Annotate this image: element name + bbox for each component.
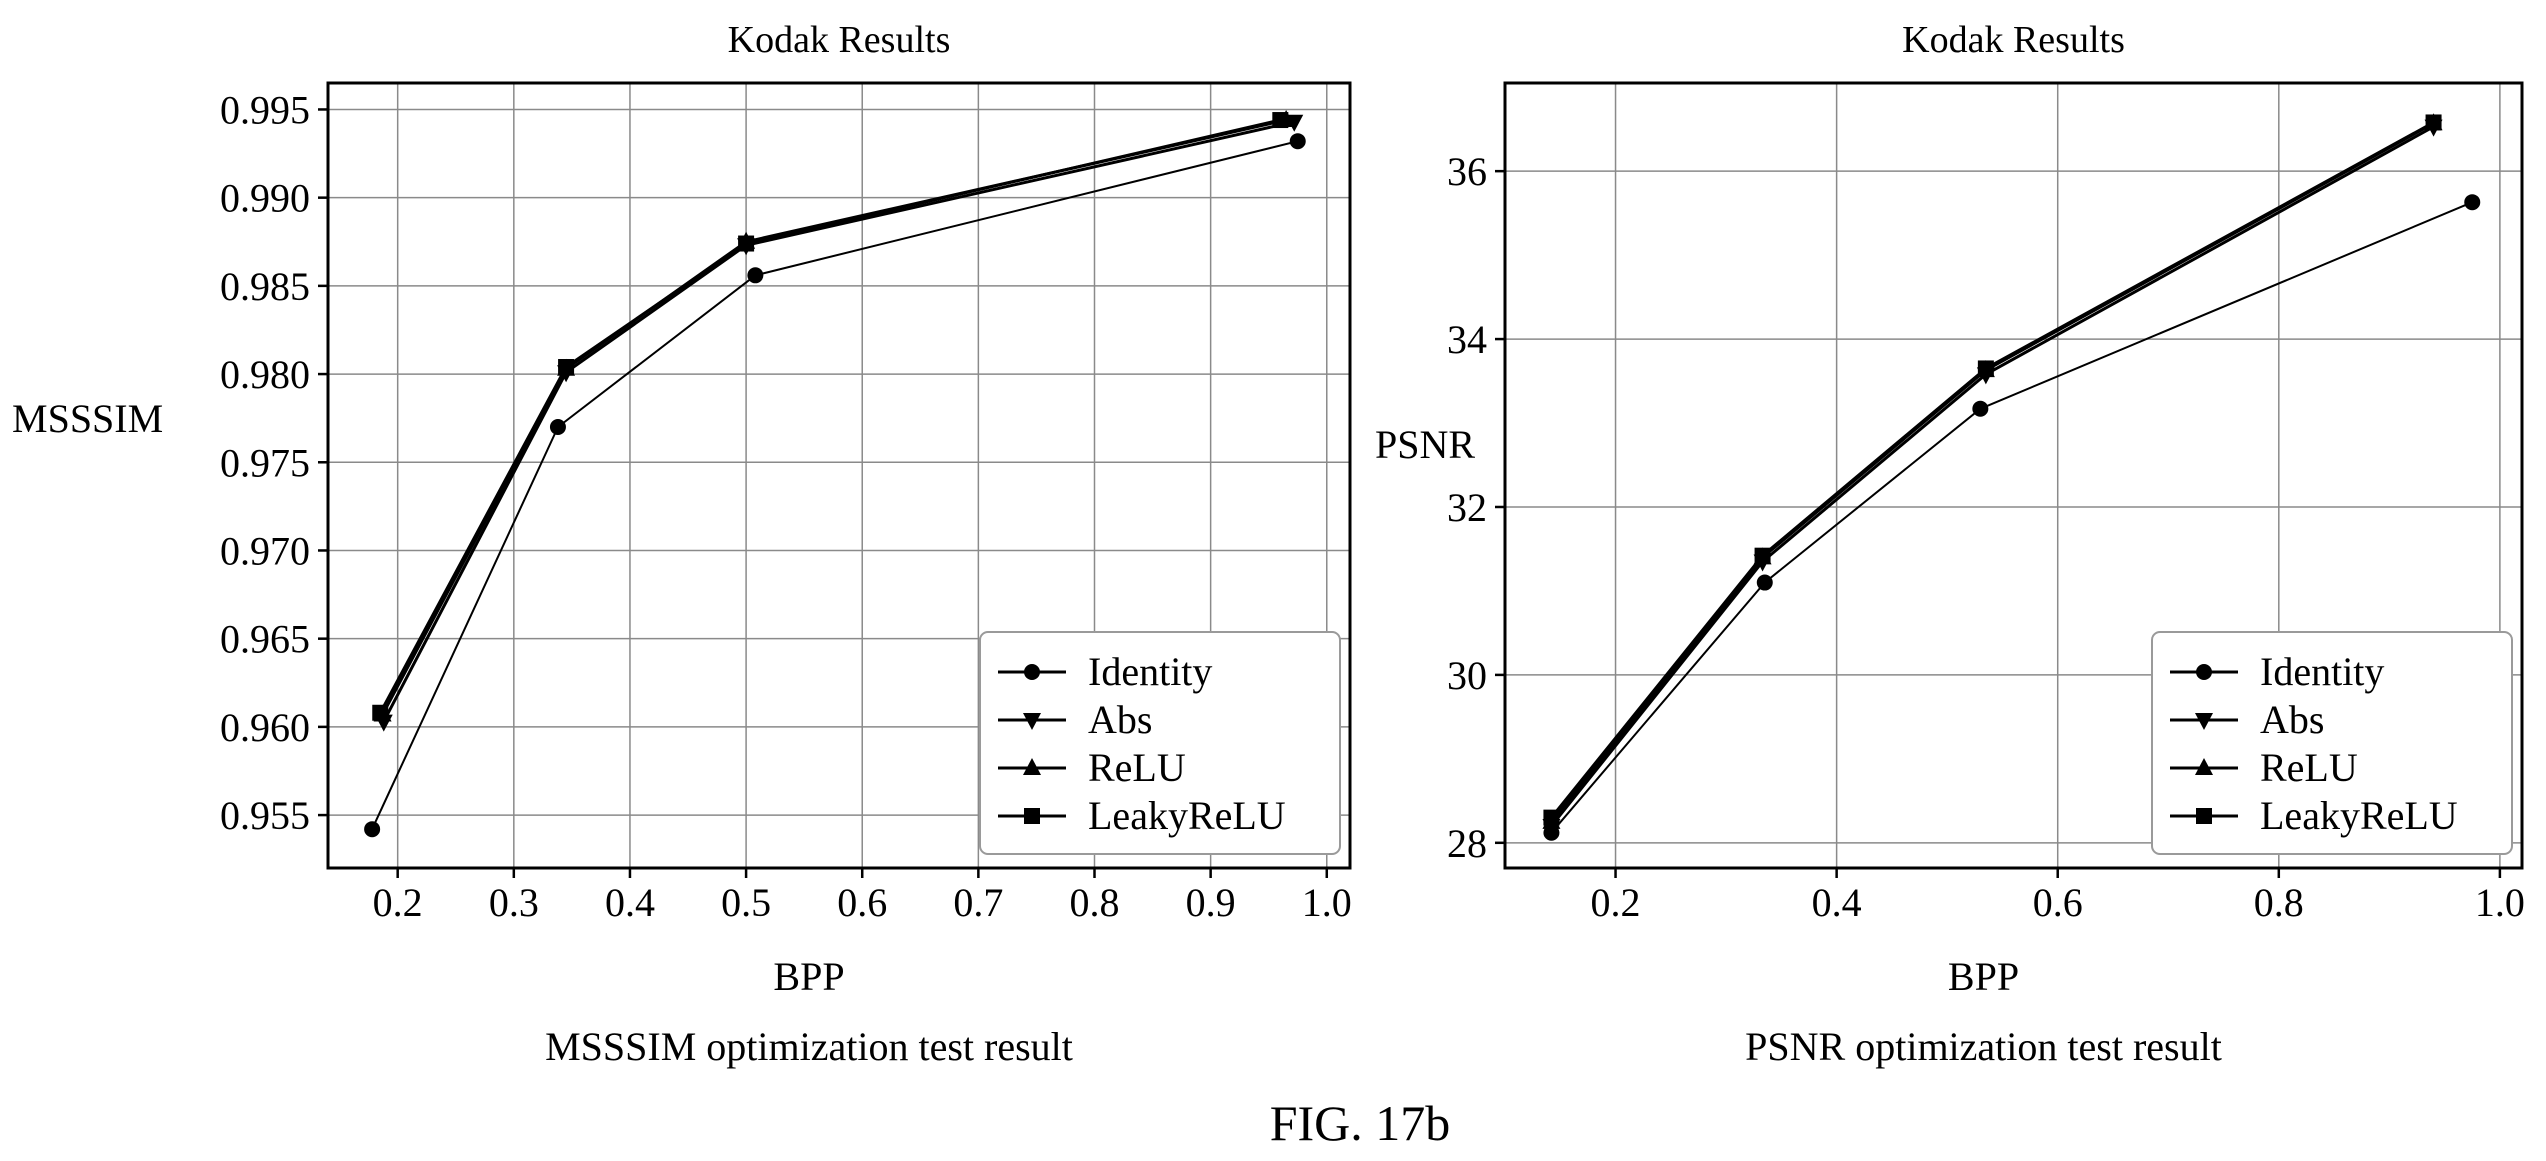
y-axis-label: PSNR [1375, 422, 1475, 467]
y-tick-label: 0.955 [220, 793, 310, 838]
series-line-identity [1550, 201, 2473, 834]
x-axis-label: BPP [773, 954, 844, 999]
y-tick-label: 0.985 [220, 264, 310, 309]
series-line-identity [371, 140, 1298, 830]
data-point-leakyrelu [1543, 809, 1560, 826]
x-tick-label: 0.5 [721, 880, 771, 925]
data-point-identity [2464, 194, 2481, 211]
x-tick-label: 0.9 [1186, 880, 1236, 925]
chart-caption: PSNR optimization test result [1745, 1024, 2222, 1069]
y-tick-label: 30 [1447, 653, 1487, 698]
series-line-leakyrelu [1550, 121, 2435, 819]
legend-label: LeakyReLU [1088, 793, 1286, 838]
legend-marker-relu [2195, 758, 2213, 775]
x-axis-label: BPP [1948, 954, 2019, 999]
data-point-leakyrelu [738, 235, 755, 252]
y-tick-label: 0.970 [220, 528, 310, 573]
data-point-identity [1289, 133, 1306, 150]
data-point-leakyrelu [1977, 360, 1994, 377]
data-point-identity [1972, 400, 1989, 417]
data-point-identity [549, 418, 566, 435]
data-point-leakyrelu [2425, 114, 2442, 131]
y-tick-label: 0.995 [220, 87, 310, 132]
chart-title: Kodak Results [1902, 19, 2125, 61]
x-tick-label: 0.8 [2254, 880, 2304, 925]
chart-title: Kodak Results [728, 19, 951, 61]
legend-box [979, 631, 1341, 855]
chart-caption: MSSSIM optimization test result [545, 1024, 1073, 1069]
y-tick-label: 0.990 [220, 176, 310, 221]
legend-marker-identity [2196, 664, 2212, 680]
series-line-relu [381, 118, 1287, 716]
y-tick-label: 36 [1447, 149, 1487, 194]
x-tick-label: 0.3 [489, 880, 539, 925]
legend-marker-identity [1024, 664, 1040, 680]
psnr-chart: 0.2 0.4 0.6 0.8 1.0 28 30 32 34 36 Kodak Results PS… [1375, 19, 2525, 1069]
x-tick-label: 1.0 [1302, 880, 1352, 925]
x-tick-label: 0.4 [1812, 880, 1862, 925]
x-tick-label: 0.4 [605, 880, 655, 925]
y-tick-label: 32 [1447, 485, 1487, 530]
x-tick-label: 0.6 [2033, 880, 2083, 925]
y-tick-label: 28 [1447, 821, 1487, 866]
data-point-leakyrelu [372, 704, 389, 721]
legend-marker-relu [1023, 758, 1041, 775]
x-tick-label: 0.7 [953, 880, 1003, 925]
data-point-identity [747, 267, 764, 284]
data-point-leakyrelu [1272, 112, 1289, 129]
legend-label: Abs [2260, 697, 2324, 742]
legend-marker-leakyrelu [2196, 808, 2212, 824]
legend-label: Identity [2260, 649, 2384, 694]
y-tick-label: 0.960 [220, 705, 310, 750]
plot-frame [1503, 81, 2524, 870]
figure-label: FIG. 17b [1270, 1095, 1451, 1151]
x-tick-label: 0.2 [1591, 880, 1641, 925]
x-tick-label: 0.2 [373, 880, 423, 925]
x-tick-label: 1.0 [2475, 880, 2525, 925]
y-axis-label: MSSSIM [12, 396, 163, 441]
series-line-abs [1550, 125, 2435, 827]
y-tick-label: 0.975 [220, 440, 310, 485]
y-tick-label: 0.965 [220, 617, 310, 662]
msssim-chart: 0.2 0.3 0.4 0.5 0.6 0.7 0.8 0.9 1.0 0.955 0.960 0.9… [12, 19, 1352, 1069]
legend-label: ReLU [1088, 745, 1186, 790]
legend-label: Identity [1088, 649, 1212, 694]
legend-label: ReLU [2260, 745, 2358, 790]
x-tick-label: 0.8 [1070, 880, 1120, 925]
data-point-identity [1756, 574, 1773, 591]
x-tick-label: 0.6 [837, 880, 887, 925]
legend-box [2151, 631, 2513, 855]
legend-label: Abs [1088, 697, 1152, 742]
plot-frame [326, 81, 1352, 870]
legend-marker-abs [1023, 713, 1041, 730]
data-point-leakyrelu [1754, 547, 1771, 564]
legend-label: LeakyReLU [2260, 793, 2458, 838]
series-line-abs [382, 120, 1295, 723]
data-point-identity [364, 821, 381, 838]
y-tick-label: 34 [1447, 317, 1487, 362]
legend-marker-leakyrelu [1024, 808, 1040, 824]
series-line-leakyrelu [378, 118, 1281, 714]
data-point-leakyrelu [558, 359, 575, 376]
legend-marker-abs [2195, 713, 2213, 730]
y-tick-label: 0.980 [220, 352, 310, 397]
